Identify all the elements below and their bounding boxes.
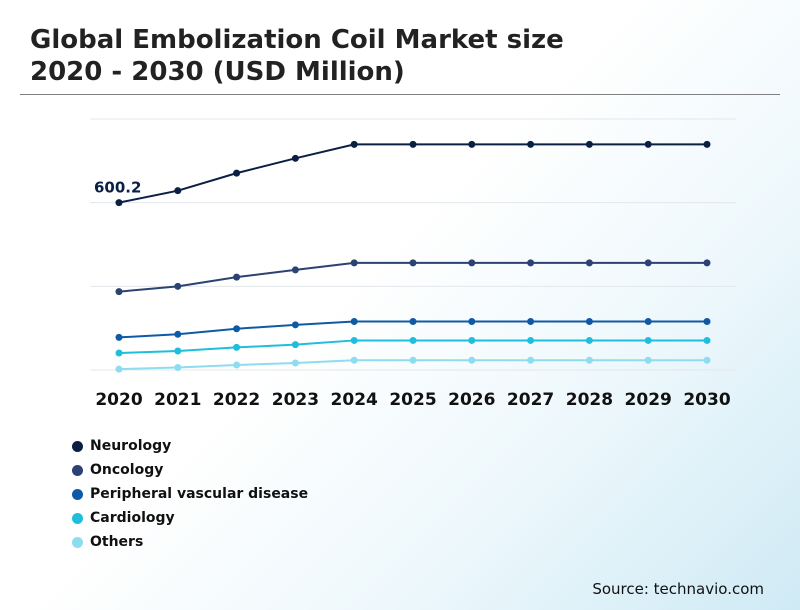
- data-point: [409, 336, 417, 344]
- data-point: [350, 356, 358, 364]
- data-point: [527, 259, 535, 267]
- data-point: [585, 356, 593, 364]
- x-tick-label: 2022: [213, 390, 260, 410]
- data-point: [703, 259, 711, 267]
- data-point: [291, 321, 299, 329]
- legend-marker-icon: [72, 464, 83, 476]
- data-point: [409, 317, 417, 325]
- x-tick-label: 2028: [566, 390, 613, 410]
- data-point: [115, 288, 123, 296]
- data-point: [527, 336, 535, 344]
- data-point: [174, 363, 182, 371]
- data-point: [585, 259, 593, 267]
- x-tick-label: 2026: [448, 390, 495, 410]
- legend-marker-icon: [72, 440, 83, 452]
- legend-label: Cardiology: [90, 510, 175, 526]
- data-point: [409, 356, 417, 364]
- title-divider: [20, 94, 780, 95]
- data-point: [468, 140, 476, 148]
- data-point: [585, 336, 593, 344]
- data-point: [115, 333, 123, 341]
- data-point: [174, 347, 182, 355]
- data-point: [115, 199, 123, 207]
- legend-marker-icon: [72, 488, 83, 500]
- data-point: [585, 140, 593, 148]
- x-tick-label: 2020: [95, 390, 142, 410]
- data-point: [174, 282, 182, 290]
- x-tick-label: 2030: [683, 390, 730, 410]
- data-point: [644, 336, 652, 344]
- data-label: 600.2: [94, 179, 141, 197]
- data-point: [527, 356, 535, 364]
- data-point: [350, 336, 358, 344]
- data-point: [115, 365, 123, 373]
- data-point: [291, 154, 299, 162]
- data-point: [291, 341, 299, 349]
- legend-label: Peripheral vascular disease: [90, 486, 309, 502]
- legend-marker-icon: [72, 512, 83, 524]
- series-line-0: [118, 143, 707, 204]
- data-point: [703, 356, 711, 364]
- data-point: [409, 259, 417, 267]
- legend-label: Others: [90, 534, 144, 550]
- x-tick-label: 2021: [154, 390, 201, 410]
- data-point: [233, 169, 241, 177]
- source-note: Source: technavio.com: [592, 580, 764, 598]
- legend-item: Neurology: [72, 434, 308, 458]
- legend-item: Others: [72, 530, 308, 554]
- legend-marker-icon: [72, 536, 83, 548]
- chart-legend: Neurology Oncology Peripheral vascular dis…: [72, 434, 308, 554]
- x-tick-label: 2023: [272, 390, 319, 410]
- chart-title-line-2: 2020 - 2030 (USD Million): [30, 57, 405, 87]
- data-point: [644, 356, 652, 364]
- data-point: [644, 317, 652, 325]
- series-line-1: [118, 261, 707, 293]
- data-point: [703, 140, 711, 148]
- data-point: [468, 317, 476, 325]
- data-point: [409, 140, 417, 148]
- data-point: [233, 343, 241, 351]
- data-point: [174, 330, 182, 338]
- data-point: [291, 266, 299, 274]
- x-tick-label: 2024: [331, 390, 378, 410]
- data-point: [527, 317, 535, 325]
- data-point: [703, 336, 711, 344]
- x-tick-label: 2029: [625, 390, 672, 410]
- data-point: [350, 317, 358, 325]
- data-point: [644, 259, 652, 267]
- data-point: [644, 140, 652, 148]
- data-point: [527, 140, 535, 148]
- data-point: [468, 336, 476, 344]
- data-point: [703, 317, 711, 325]
- legend-label: Neurology: [90, 438, 172, 454]
- x-tick-label: 2027: [507, 390, 554, 410]
- chart-title: Global Embolization Coil Market size 202…: [30, 24, 564, 88]
- data-point: [350, 140, 358, 148]
- data-point: [291, 359, 299, 367]
- data-point: [233, 325, 241, 333]
- data-point: [115, 349, 123, 357]
- legend-label: Oncology: [90, 462, 164, 478]
- data-point: [468, 356, 476, 364]
- x-tick-label: 2025: [389, 390, 436, 410]
- data-point: [174, 187, 182, 195]
- legend-item: Cardiology: [72, 506, 308, 530]
- legend-item: Oncology: [72, 458, 308, 482]
- data-point: [233, 273, 241, 281]
- data-point: [468, 259, 476, 267]
- data-point: [585, 317, 593, 325]
- data-point: [233, 361, 241, 369]
- data-point: [350, 259, 358, 267]
- legend-item: Peripheral vascular disease: [72, 482, 308, 506]
- chart-title-line-1: Global Embolization Coil Market size: [30, 25, 564, 55]
